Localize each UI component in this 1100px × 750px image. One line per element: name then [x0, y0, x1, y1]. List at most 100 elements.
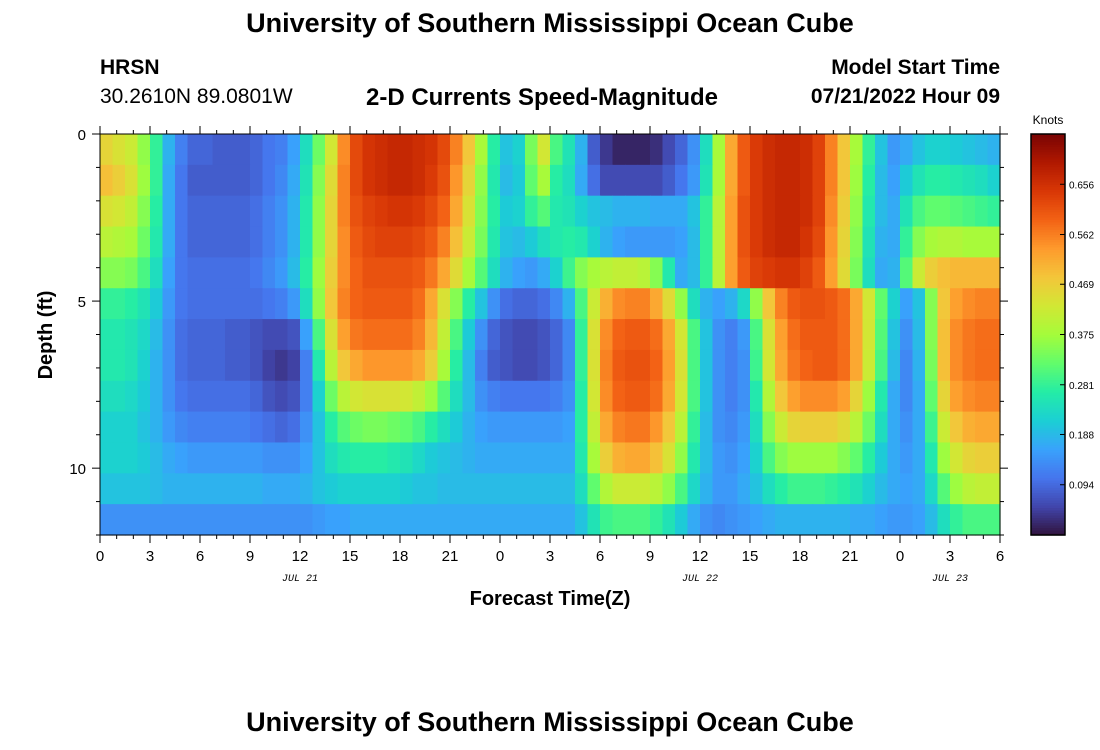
heatmap-cell	[900, 164, 914, 197]
date-labels: JUL 21 JUL 22 JUL 23	[282, 574, 968, 585]
heatmap-cell	[487, 349, 501, 382]
heatmap-cell	[312, 164, 326, 197]
heatmap-cell	[225, 411, 239, 444]
colorbar-segment	[1031, 251, 1065, 255]
heatmap-cell	[100, 134, 114, 166]
heatmap-cell	[337, 226, 351, 258]
heatmap-cell	[337, 257, 351, 289]
heatmap-cell	[600, 257, 614, 289]
heatmap-cell	[712, 226, 726, 258]
heatmap-cell	[200, 195, 214, 228]
colorbar-segment	[1031, 369, 1065, 373]
colorbar-segment	[1031, 404, 1065, 408]
heatmap-cell	[450, 134, 464, 166]
heatmap-cell	[112, 195, 126, 228]
colorbar-segment	[1031, 532, 1065, 536]
heatmap-cell	[950, 380, 964, 413]
heatmap-cell	[650, 134, 664, 166]
heatmap-cell	[875, 380, 889, 413]
heatmap-cell	[225, 164, 239, 197]
model-start-value: 07/21/2022 Hour 09	[810, 85, 1000, 108]
colorbar-segment	[1031, 159, 1065, 163]
colorbar-tick-label: 0.094	[1069, 481, 1094, 492]
heatmap-cell	[412, 411, 426, 444]
heatmap-cell	[825, 226, 839, 258]
heatmap-cell	[375, 442, 389, 474]
heatmap-cell	[700, 442, 714, 474]
heatmap-cell	[362, 349, 376, 382]
colorbar-segment	[1031, 289, 1065, 293]
heatmap-cell	[762, 319, 776, 351]
heatmap-cell	[525, 411, 539, 444]
heatmap-cell	[450, 257, 464, 289]
heatmap-cell	[400, 504, 414, 536]
colorbar-segment	[1031, 417, 1065, 421]
heatmap-cell	[875, 319, 889, 351]
colorbar-segment	[1031, 301, 1065, 306]
heatmap-cell	[300, 349, 314, 382]
heatmap-cell	[787, 380, 801, 413]
heatmap-cell	[625, 195, 639, 228]
heatmap-cell	[462, 134, 476, 166]
heatmap-cell	[150, 442, 164, 474]
heatmap-cell	[387, 319, 401, 351]
heatmap-cell	[125, 504, 139, 536]
heatmap-cell	[625, 257, 639, 289]
x-tick-label: 21	[442, 548, 459, 565]
heatmap-cell	[450, 164, 464, 197]
colorbar-segment	[1031, 311, 1065, 316]
heatmap-cell	[700, 226, 714, 258]
colorbar-segment	[1031, 419, 1065, 423]
heatmap-cell	[175, 411, 189, 444]
colorbar-segment	[1031, 291, 1065, 295]
heatmap-cell	[337, 319, 351, 351]
heatmap-cell	[875, 411, 889, 444]
heatmap-cell	[900, 473, 914, 505]
heatmap-cell	[687, 226, 701, 258]
heatmap-cell	[787, 195, 801, 228]
heatmap-cell	[162, 380, 176, 413]
colorbar-segment	[1031, 324, 1065, 328]
heatmap-cell	[362, 319, 376, 351]
heatmap-cell	[662, 288, 676, 320]
heatmap-cell	[950, 257, 964, 289]
heatmap-cell	[325, 319, 339, 351]
colorbar-segment	[1031, 169, 1065, 173]
heatmap-cell	[750, 442, 764, 474]
heatmap-cell	[237, 195, 251, 228]
heatmap-cell	[400, 134, 414, 166]
colorbar-segment	[1031, 241, 1065, 245]
heatmap-cell	[787, 319, 801, 351]
colorbar-segment	[1031, 221, 1065, 225]
heatmap-cell	[187, 380, 201, 413]
colorbar-segment	[1031, 382, 1065, 386]
heatmap-cell	[900, 226, 914, 258]
heatmap-cell	[662, 134, 676, 166]
heatmap-cell	[525, 380, 539, 413]
colorbar-segment	[1031, 477, 1065, 481]
heatmap-cell	[625, 134, 639, 166]
heatmap-cell	[675, 473, 689, 505]
colorbar-segment	[1031, 254, 1065, 258]
heatmap-cell	[287, 442, 301, 474]
heatmap-cell	[687, 504, 701, 536]
heatmap-cell	[925, 442, 939, 474]
heatmap-cell	[137, 257, 151, 289]
heatmap-cell	[725, 164, 739, 197]
heatmap-cell	[987, 134, 1001, 166]
heatmap-cell	[875, 195, 889, 228]
heatmap-cell	[725, 257, 739, 289]
heatmap-cell	[800, 195, 814, 228]
heatmap-cell	[525, 473, 539, 505]
colorbar-segment	[1031, 414, 1065, 418]
heatmap-cell	[587, 319, 601, 351]
heatmap-cell	[700, 164, 714, 197]
heatmap-cell	[300, 319, 314, 351]
heatmap-cell	[612, 134, 626, 166]
heatmap-cell	[925, 380, 939, 413]
heatmap-cell	[262, 319, 276, 351]
heatmap-cell	[425, 473, 439, 505]
heatmap-cell	[225, 288, 239, 320]
heatmap-cell	[925, 226, 939, 258]
heatmap-cell	[375, 226, 389, 258]
